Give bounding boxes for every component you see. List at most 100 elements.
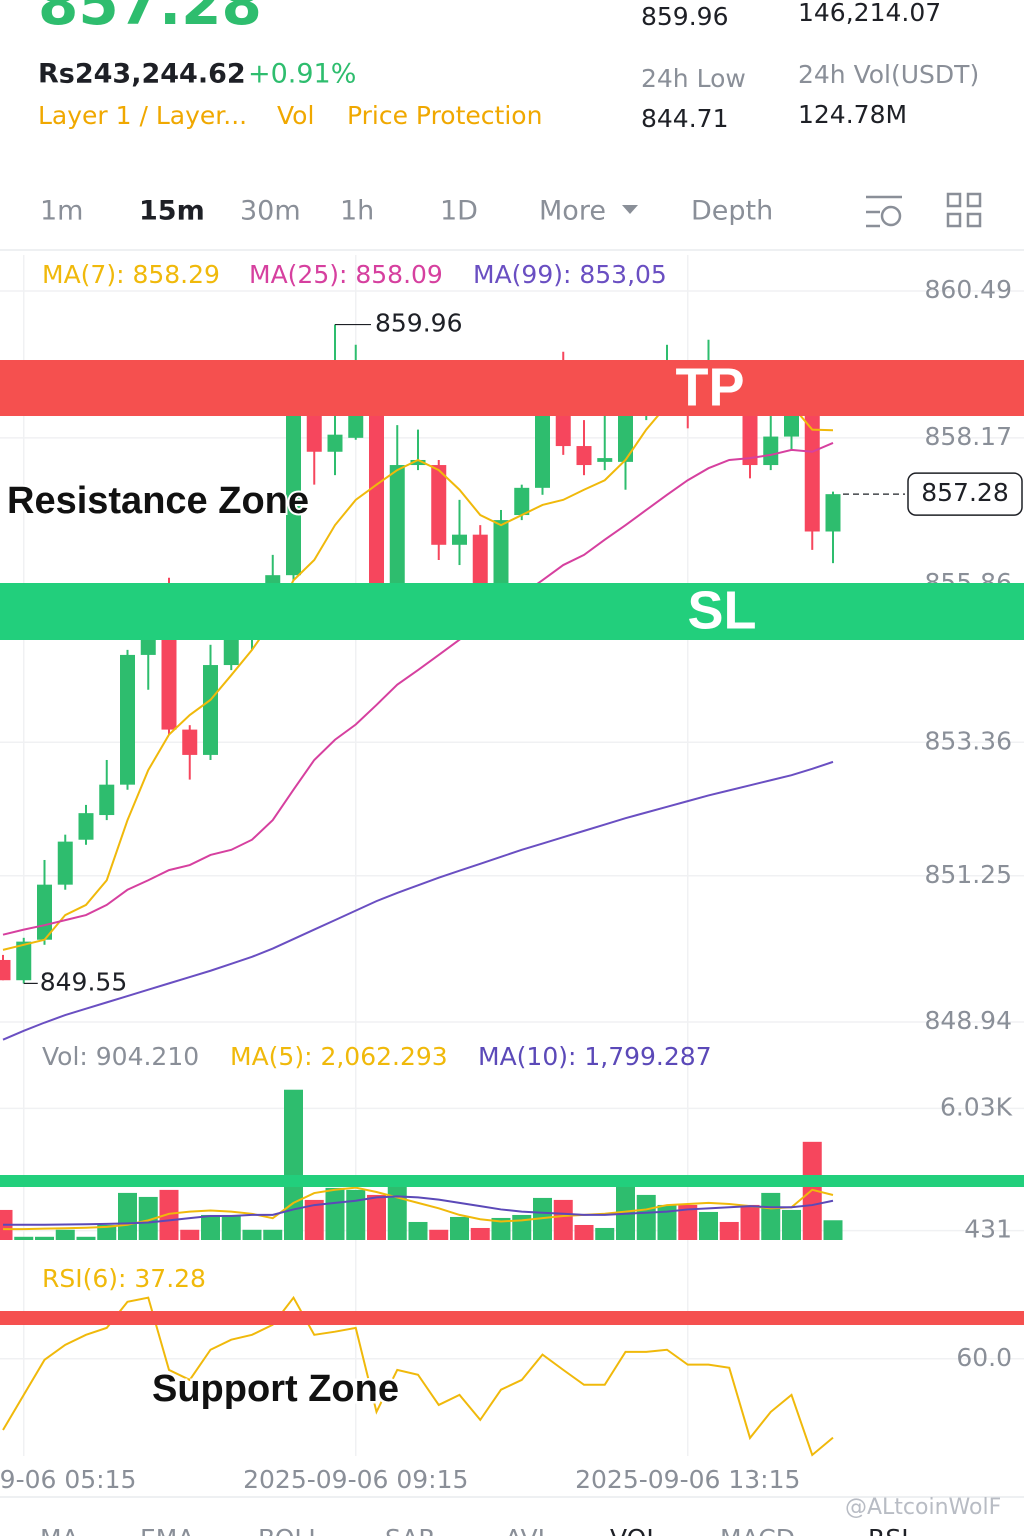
candle-body [37,884,52,940]
candle-body [369,415,384,601]
layout-icon[interactable] [946,192,982,228]
volume-bar [408,1221,428,1240]
candle-body [327,434,343,452]
volume-bar [118,1192,137,1240]
candle-body [389,465,405,601]
indicator-tab[interactable]: AVL [505,1524,552,1536]
volume-bar [367,1194,386,1240]
volume-bar [76,1236,96,1240]
interval-tab[interactable]: 1h [340,196,374,227]
dropdown-icon [622,205,638,214]
tag[interactable]: Vol [277,101,314,130]
candle-body [140,639,156,655]
y-tick-label: 60.0 [956,1343,1012,1372]
depth-tab[interactable]: Depth [691,196,773,227]
resistance-label: Resistance Zone [7,480,309,522]
candle-body [804,415,820,532]
volume-bar [284,1089,303,1240]
volume-bar [823,1220,843,1240]
volume-bar [14,1236,34,1240]
volume-zone [0,1175,1024,1187]
ma-line [3,1186,834,1231]
candle-body [78,813,94,840]
volume-bar [595,1227,615,1240]
local-price: Rs243,244.62 [38,59,246,90]
volume-bar [740,1204,760,1240]
candle-body [182,729,198,755]
interval-tab[interactable]: 1m [40,196,83,227]
rsi-zone [0,1311,1024,1325]
volume-bar [97,1224,117,1240]
candle-body [120,654,135,785]
indicator-tab[interactable]: BOLL [258,1524,322,1536]
indicator-tab[interactable]: MACD [720,1524,795,1536]
volume-bar [346,1189,366,1240]
volume-bar [387,1184,407,1240]
tag[interactable]: Price Protection [347,101,542,130]
tp-zone [0,360,1024,416]
volume-bar [263,1229,283,1240]
legend-entry: MA(7): 858.29 [42,260,220,289]
indicator-tab[interactable]: VOL [610,1524,660,1536]
volume-bar [35,1236,54,1240]
ma-line [2,1295,834,1457]
watermark: @ALtcoinWolF [845,1495,1001,1520]
indicator-tab[interactable]: SAR [385,1524,436,1536]
volume-bar [180,1229,200,1240]
volume-bar [429,1229,449,1240]
candle-body [784,415,799,437]
candle-body [763,436,779,466]
sl-zone [0,583,1024,640]
volume-bar [325,1187,345,1240]
volume-bar [470,1227,490,1240]
stat-value: 844.71 [641,104,728,133]
volume-bar [55,1229,75,1240]
candle-body [16,941,32,981]
candle-body [410,459,426,466]
legend-entry: MA(10): 1,799.287 [478,1042,712,1071]
candle-body [493,520,509,601]
x-tick-label: 2025-09-06 13:15 [575,1465,800,1494]
indicator-tab[interactable]: RSI [868,1524,909,1536]
candle-body [597,458,613,462]
y-tick-label: 860.49 [925,275,1012,304]
indicator-tab[interactable]: EMA [140,1524,194,1536]
tp-label: TP [675,357,744,417]
x-tick-label: 2025-09-06 05:15 [0,1465,136,1494]
candle-body [825,494,841,532]
candle-body [306,415,322,452]
tag[interactable]: Layer 1 / Layer... [38,101,247,130]
interval-tab[interactable]: 15m [139,196,205,227]
legend-entry: MA(25): 858.09 [249,260,443,289]
volume-bar [304,1199,324,1240]
y-tick-label: 6.03K [940,1092,1013,1121]
indicator-tab[interactable]: MA [40,1524,79,1536]
volume-bar [699,1211,718,1240]
volume-bar [782,1209,801,1240]
settings-icon[interactable] [866,195,902,228]
stat-value: 859.96 [641,2,728,31]
candle-body [348,415,364,438]
interval-tab[interactable]: 1D [440,196,478,227]
sl-label: SL [687,580,756,640]
candle-body [223,639,239,666]
candle-body [57,841,73,885]
y-tick-label: 853.36 [925,726,1012,755]
y-tick-label: 851.25 [925,860,1012,889]
volume-bar [553,1199,573,1240]
interval-tab[interactable]: 30m [240,196,301,227]
y-tick-label: 431 [964,1215,1012,1244]
candle-body [742,399,758,466]
more-tab[interactable]: More [539,196,606,227]
price-change: +0.91% [248,59,356,90]
candle-body [618,415,633,462]
ma-line [3,1195,834,1226]
low-label: 849.55 [40,967,127,996]
candle-body [161,639,177,730]
volume-bar [138,1196,158,1240]
candle-body [203,665,218,755]
stat-value: 124.78M [798,100,907,129]
volume-legend: Vol: 904.210 [42,1042,199,1071]
legend-entry: MA(99): 853,05 [473,260,667,289]
x-tick-label: 2025-09-06 09:15 [243,1465,468,1494]
